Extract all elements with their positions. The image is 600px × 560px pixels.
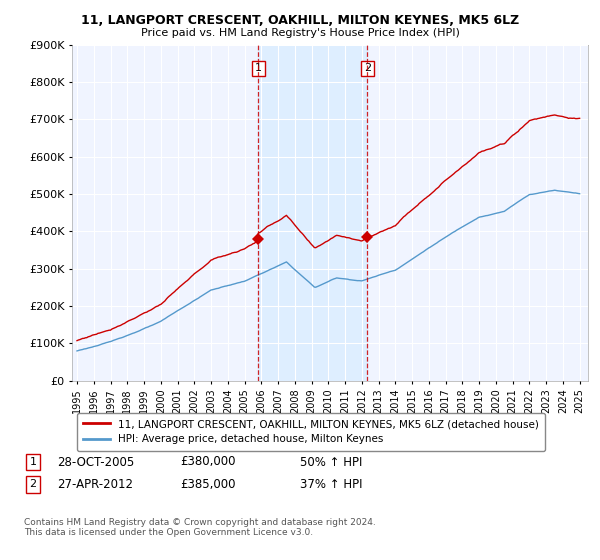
Text: 1: 1 [29,457,37,467]
Bar [259,45,367,381]
Text: £385,000: £385,000 [180,478,235,491]
Text: 11, LANGPORT CRESCENT, OAKHILL, MILTON KEYNES, MK5 6LZ: 11, LANGPORT CRESCENT, OAKHILL, MILTON K… [81,14,519,27]
Text: 2: 2 [364,63,371,73]
Text: 28-OCT-2005: 28-OCT-2005 [57,455,134,469]
Text: 1: 1 [255,63,262,73]
Legend: 11, LANGPORT CRESCENT, OAKHILL, MILTON KEYNES, MK5 6LZ (detached house), HPI: Av: 11, LANGPORT CRESCENT, OAKHILL, MILTON K… [77,413,545,451]
Text: £380,000: £380,000 [180,455,235,469]
Text: 2: 2 [29,479,37,489]
Text: 37% ↑ HPI: 37% ↑ HPI [300,478,362,491]
Text: 27-APR-2012: 27-APR-2012 [57,478,133,491]
Text: 50% ↑ HPI: 50% ↑ HPI [300,455,362,469]
Text: Contains HM Land Registry data © Crown copyright and database right 2024.
This d: Contains HM Land Registry data © Crown c… [24,518,376,538]
Text: Price paid vs. HM Land Registry's House Price Index (HPI): Price paid vs. HM Land Registry's House … [140,28,460,38]
